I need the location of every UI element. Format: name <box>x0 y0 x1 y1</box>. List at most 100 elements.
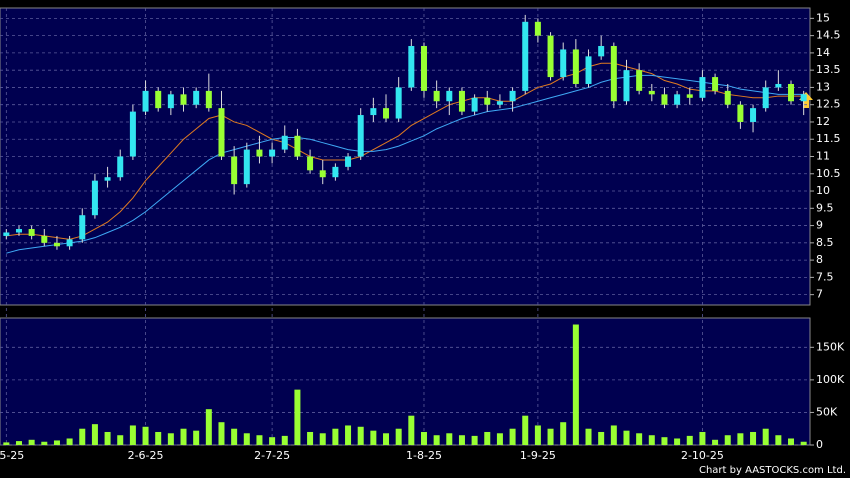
volume-bar <box>446 433 453 445</box>
candle-body <box>471 97 478 112</box>
y-tick-label: 100K <box>816 373 845 386</box>
candle-body <box>420 45 427 91</box>
volume-bar <box>269 437 276 445</box>
volume-bar <box>370 430 377 445</box>
candle-body <box>129 111 136 157</box>
volume-bar <box>585 428 592 445</box>
candle-body <box>775 83 782 88</box>
candle-body <box>408 45 415 88</box>
candle-body <box>547 35 554 78</box>
candle-body <box>218 108 225 157</box>
candle-body <box>345 156 352 167</box>
candle-body <box>458 90 465 112</box>
y-tick-label: 12 <box>816 115 830 128</box>
volume-bar <box>193 430 200 445</box>
volume-bar <box>560 422 567 445</box>
candle-body <box>433 90 440 102</box>
volume-bar <box>281 435 288 445</box>
volume-bar <box>699 431 706 445</box>
candle-body <box>155 90 162 109</box>
candle-body <box>269 149 276 157</box>
x-tick-label: 2-6-25 <box>128 449 164 462</box>
volume-bar <box>572 324 579 445</box>
candle-body <box>53 242 60 247</box>
candle-body <box>319 170 326 178</box>
volume-bar <box>167 433 174 445</box>
candle-body <box>91 180 98 216</box>
moving-average-line <box>6 62 804 240</box>
volume-bar <box>129 425 136 445</box>
candle-body <box>3 232 10 236</box>
volume-panel <box>0 317 811 446</box>
y-tick-label: 50K <box>816 405 838 418</box>
volume-bar <box>800 441 807 445</box>
volume-bar <box>484 431 491 445</box>
candle-body <box>623 70 630 102</box>
volume-bar <box>104 431 111 445</box>
volume-bar <box>509 428 516 445</box>
y-tick-label: 9.5 <box>816 201 834 214</box>
candle-body <box>484 97 491 105</box>
candle-body <box>142 90 149 112</box>
candle-body <box>41 235 48 243</box>
x-tick-label: 2-7-25 <box>254 449 290 462</box>
volume-bar <box>712 439 719 445</box>
candle-body <box>281 135 288 150</box>
y-tick-label: 150K <box>816 340 845 353</box>
volume-bar <box>231 428 238 445</box>
moving-average-line <box>6 74 804 254</box>
candle-body <box>231 156 238 185</box>
candle-body <box>560 49 567 78</box>
volume-bar <box>15 441 22 445</box>
volume-bar <box>218 422 225 445</box>
y-tick-label: 13.5 <box>816 63 841 76</box>
volume-bar <box>636 433 643 445</box>
candle-body <box>572 49 579 84</box>
candle-body <box>598 45 605 57</box>
candle-body <box>15 229 22 233</box>
candle-body <box>79 215 86 240</box>
volume-bar <box>117 435 124 445</box>
candle-body <box>307 156 314 171</box>
candle-body <box>724 90 731 105</box>
y-tick-label: 8 <box>816 253 823 266</box>
candle-body <box>383 108 390 119</box>
candle-body <box>522 21 529 91</box>
x-tick-label: 1-8-25 <box>406 449 442 462</box>
candle-body <box>800 94 807 102</box>
volume-bar <box>788 438 795 445</box>
y-tick-label: 11 <box>816 150 830 163</box>
volume-bar <box>547 428 554 445</box>
y-tick-label: 14.5 <box>816 29 841 42</box>
volume-bar <box>471 435 478 445</box>
candle-body <box>256 149 263 157</box>
volume-bar <box>205 409 212 445</box>
y-tick-label: 15 <box>816 11 830 24</box>
volume-bar <box>522 415 529 445</box>
volume-bar <box>3 442 10 445</box>
y-tick-label: 0 <box>816 438 823 451</box>
candle-body <box>585 56 592 84</box>
candle-body <box>610 45 617 102</box>
y-tick-label: 13 <box>816 80 830 93</box>
volume-bar <box>28 439 35 445</box>
candle-body <box>496 101 503 105</box>
volume-bar <box>79 428 86 445</box>
volume-bar <box>332 428 339 445</box>
volume-bar <box>737 433 744 445</box>
volume-bar <box>319 433 326 445</box>
volume-bar <box>775 435 782 445</box>
volume-bar <box>91 424 98 445</box>
candle-body <box>294 135 301 157</box>
candle-body <box>446 90 453 102</box>
candle-body <box>750 108 757 122</box>
candle-body <box>357 115 364 157</box>
candle-body <box>686 94 693 98</box>
y-tick-label: 7 <box>816 288 823 301</box>
volume-bar <box>724 435 731 445</box>
volume-bar <box>307 431 314 445</box>
volume-bar <box>610 425 617 445</box>
volume-bar <box>661 437 668 445</box>
candle-body <box>180 94 187 105</box>
